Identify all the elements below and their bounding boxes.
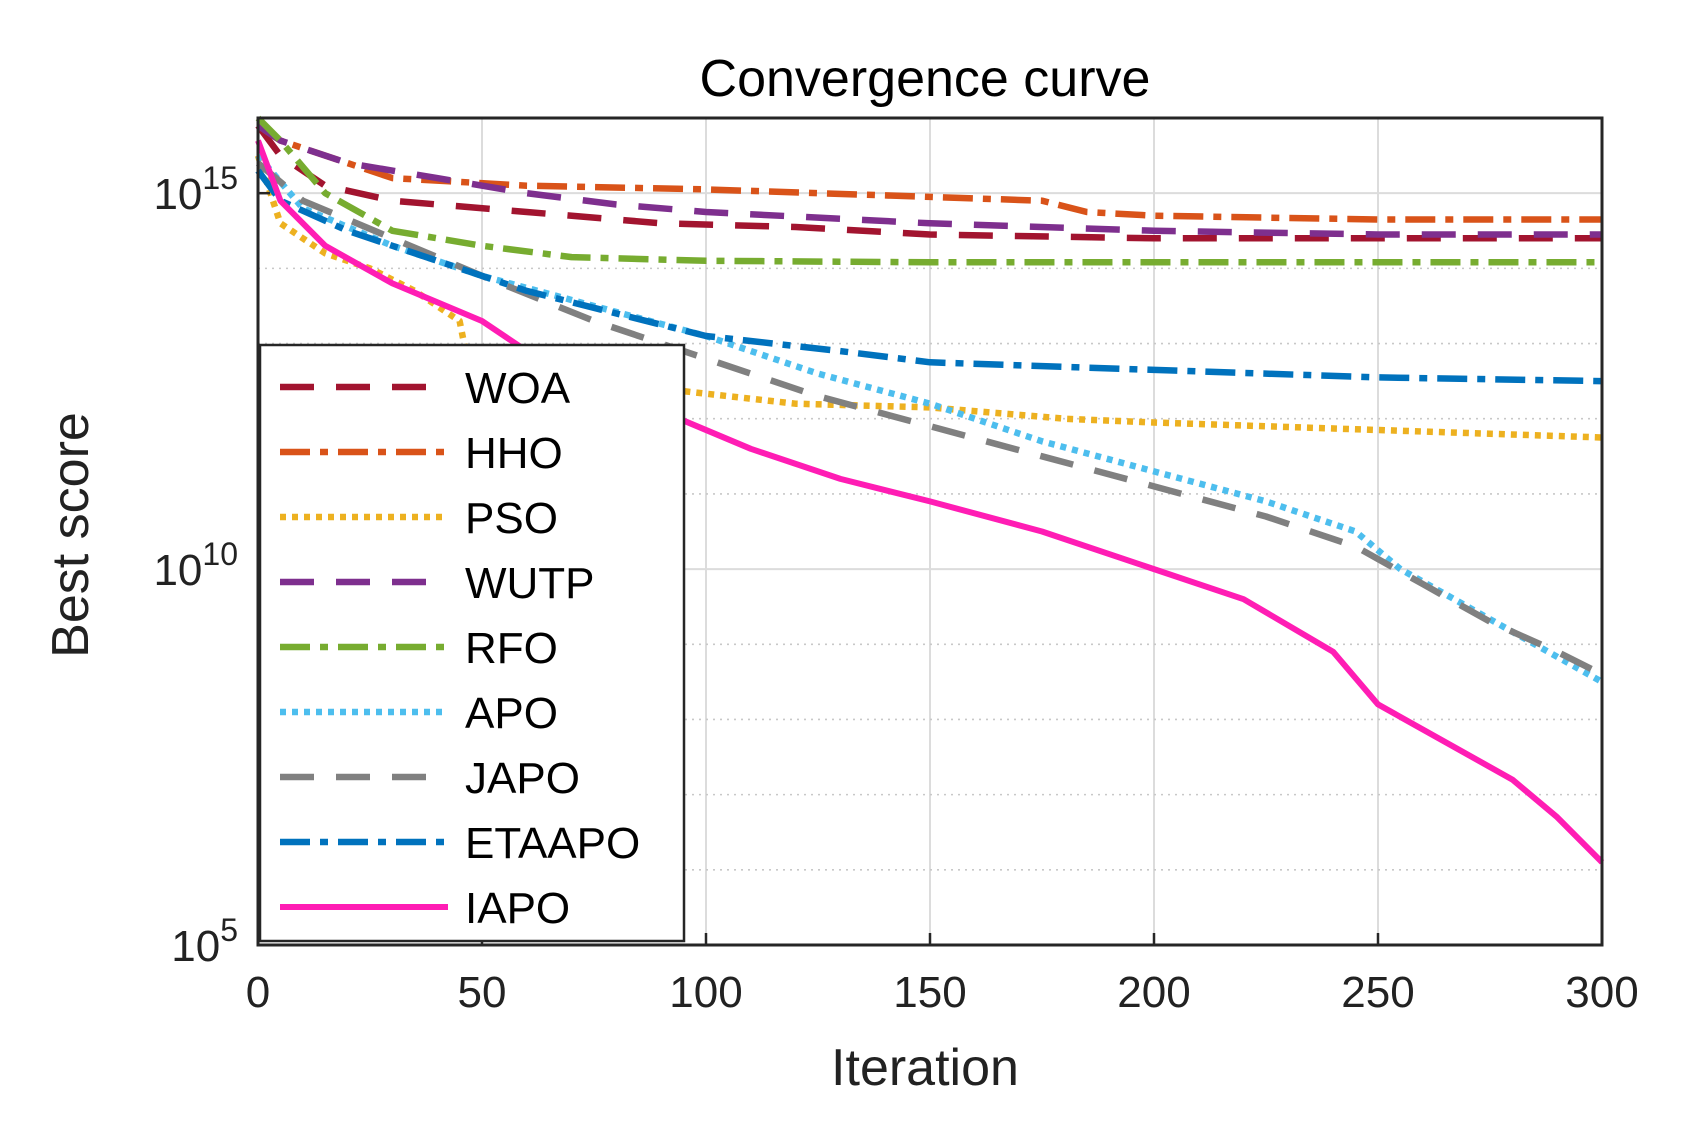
series-line-rfo [255, 115, 1602, 266]
y-tick-label: 105 [171, 912, 238, 971]
series-line-iapo [255, 139, 1605, 865]
legend-box [258, 343, 686, 943]
x-tick-label: 150 [893, 968, 966, 1017]
legend-label-rfo: RFO [465, 624, 558, 673]
y-tick-base: 10 [153, 546, 202, 595]
legend-label-hho: HHO [465, 429, 563, 478]
x-tick-label: 250 [1341, 968, 1414, 1017]
legend-label-apo: APO [465, 689, 558, 738]
legend-label-etaapo: ETAAPO [465, 819, 640, 868]
series-lines [254, 115, 1605, 865]
legend-label-japo: JAPO [465, 754, 580, 803]
series-line-etaapo [255, 168, 1603, 385]
chart-title: Convergence curve [700, 50, 1151, 108]
series-line-apo [255, 153, 1604, 685]
series-line-wutp [256, 122, 1602, 238]
y-tick-label: 1010 [153, 536, 238, 595]
x-tick-label: 200 [1117, 968, 1190, 1017]
legend: WOA HHO PSO WUTP RFO APO JAPO ETAAPO IAPO [258, 343, 686, 943]
x-tick-label: 300 [1565, 968, 1638, 1017]
x-tick-label: 100 [669, 968, 742, 1017]
x-axis-label: Iteration [831, 1039, 1019, 1097]
legend-label-wutp: WUTP [465, 559, 595, 608]
y-tick-exponent: 15 [202, 160, 238, 196]
legend-label-woa: WOA [465, 364, 571, 413]
x-tick-label: 50 [458, 968, 507, 1017]
y-tick-exponent: 10 [202, 536, 238, 572]
y-tick-base: 10 [153, 170, 202, 219]
x-axis-ticks: 0 50 100 150 200 250 300 [246, 933, 1639, 1017]
y-tick-base: 10 [171, 922, 220, 971]
y-axis-label: Best score [42, 412, 100, 658]
y-tick-exponent: 5 [220, 912, 238, 948]
legend-label-pso: PSO [465, 494, 558, 543]
y-tick-label: 1015 [153, 160, 238, 219]
x-tick-label: 0 [246, 968, 270, 1017]
legend-label-iapo: IAPO [465, 884, 570, 933]
